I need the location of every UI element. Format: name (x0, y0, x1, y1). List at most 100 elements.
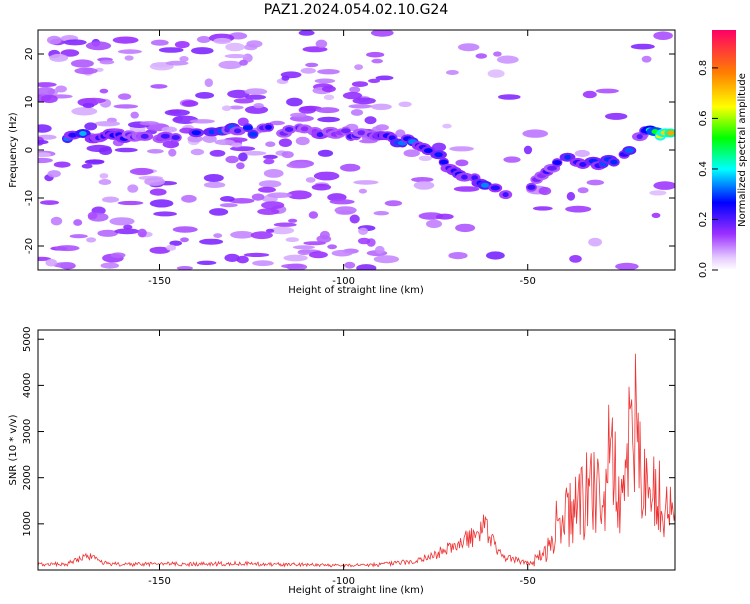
snr-x-label: Height of straight line (km) (288, 585, 424, 596)
spectrogram-noise-cell (651, 212, 661, 218)
spectrogram-noise-cell (364, 116, 377, 125)
spectrogram-noise-cell (281, 263, 305, 269)
spectrogram-noise-cell (288, 218, 298, 223)
spectrogram-noise-cell (86, 237, 97, 243)
spectrogram-noise-cell (245, 94, 266, 100)
spectrogram-ridge-core (191, 130, 201, 136)
spectrogram-ridge-core (490, 185, 500, 191)
spectrogram-noise-cell (258, 180, 282, 188)
spectrogram-noise-cell (114, 228, 140, 235)
spectrogram-noise-cell (313, 171, 340, 181)
spectrogram-y-ticks: -20 -10 0 10 20 (24, 48, 675, 254)
spectrogram-noise-cell (220, 196, 235, 202)
spectrogram-noise-cell (110, 252, 126, 258)
spectrogram-noise-cell (327, 244, 337, 250)
spectrogram-noise-cell (586, 179, 604, 186)
spectrogram-noise-cell (209, 208, 229, 216)
spectrogram-noise-cell (203, 181, 226, 188)
spectrogram-noise-cell (315, 39, 328, 48)
spectrogram-ridge-core (357, 130, 366, 136)
spectrogram-noise-cell (54, 245, 80, 252)
spectrogram-noise-cell (253, 103, 264, 109)
spectrogram-noise-cell (317, 149, 334, 157)
spectrogram-ridge-core (434, 152, 443, 158)
spectrogram-ridge-core (160, 133, 170, 139)
figure-title: PAZ1.2024.054.02.10.G24 (264, 2, 449, 18)
spectrogram-noise-cell (238, 152, 248, 162)
spectrogram-noise-cell (348, 104, 373, 109)
spectrogram-noise-cell (315, 107, 340, 114)
spectrogram-ridge-core (610, 159, 618, 165)
spectrogram-noise-cell (224, 54, 247, 59)
spectrogram-noise-cell (588, 237, 602, 247)
spectrogram-noise-cell (455, 159, 469, 167)
spectrogram-noise-cell (219, 203, 238, 208)
spectrogram-noise-cell (38, 86, 56, 96)
spectrogram-noise-cell (181, 194, 197, 203)
spectrogram-noise-cell (292, 245, 315, 250)
spectrogram-noise-cell (458, 43, 480, 52)
spectrogram-ridge-core (423, 148, 433, 154)
spectrogram-x-label: Height of straight line (km) (288, 285, 424, 296)
spectrogram-noise-cell (233, 98, 254, 104)
spectrogram-x-ticks: -150 -100 -50 (148, 30, 536, 287)
spectrogram-ridge-core (242, 125, 253, 131)
colorbar-tick-label: 0.0 (698, 262, 709, 278)
spectrogram-noise-cell (308, 211, 319, 219)
spectrogram-noise-cell (202, 134, 217, 143)
spectrogram-noise-cell (47, 170, 61, 178)
spectrogram-noise-cell (432, 142, 446, 152)
spectrogram-noise-cell (98, 179, 112, 185)
spectrogram-noise-cell (236, 162, 245, 170)
spectrogram-noise-cell (354, 64, 363, 70)
spectrogram-noise-cell (475, 53, 488, 59)
spectrogram-noise-cell (298, 30, 315, 36)
spectrogram-noise-cell (538, 186, 552, 196)
spectrogram-noise-cell (269, 120, 285, 126)
spectrogram-noise-cell (265, 228, 275, 233)
spectrogram-noise-cell (641, 55, 652, 63)
spectrogram-noise-cell (168, 148, 177, 157)
spectrogram-noise-cell (582, 90, 597, 99)
spectrogram-noise-cell (181, 100, 199, 107)
spectrogram-noise-cell (448, 252, 468, 260)
spectrogram-noise-cell (113, 104, 139, 109)
spectrogram-noise-cell (241, 151, 267, 156)
spectrogram-y-label: Frequency (Hz) (8, 112, 19, 188)
spectrogram-noise-cell (358, 188, 367, 194)
spectrogram-noise-cell (334, 206, 357, 215)
spectrogram-noise-cell (100, 262, 120, 269)
spectrogram-noise-cell (129, 167, 154, 176)
spectrogram-noise-cell (371, 58, 384, 64)
spectrogram-noise-cell (94, 121, 121, 127)
spectrogram-noise-cell (114, 147, 138, 153)
spectrogram-noise-cell (283, 254, 308, 262)
spectrogram-noise-cell (209, 149, 226, 157)
spectrogram-noise-cell (630, 43, 655, 50)
spectrogram-noise-cell (221, 105, 232, 111)
spectrogram-noise-cell (231, 142, 243, 148)
spectrogram-noise-cell (305, 177, 316, 183)
spectrogram-noise-cell (150, 84, 168, 89)
y-tick-label: 10 (24, 96, 35, 109)
y-tick-label: 4000 (22, 373, 33, 398)
spectrogram-noise-cell (196, 260, 217, 265)
x-tick-label: -50 (520, 276, 536, 287)
spectrogram-noise-cell (352, 97, 376, 105)
spectrogram-noise-cell (190, 148, 205, 156)
spectrogram-noise-cell (118, 93, 132, 100)
spectrogram-noise-cell (449, 146, 474, 152)
colorbar-gradient (712, 30, 736, 270)
spectrogram-noise-cell (577, 187, 589, 194)
spectrogram-ridge-core (502, 192, 509, 198)
spectrogram-noise-cell (150, 39, 169, 46)
spectrogram-noise-cell (351, 81, 369, 87)
spectrogram-noise-cell (314, 78, 336, 84)
snr-series (38, 353, 675, 568)
spectrogram-noise-cell (97, 229, 118, 237)
spectrogram-noise-cell (375, 75, 394, 81)
spectrogram-noise-cell (239, 59, 248, 66)
spectrogram-noise-cell (356, 264, 377, 270)
